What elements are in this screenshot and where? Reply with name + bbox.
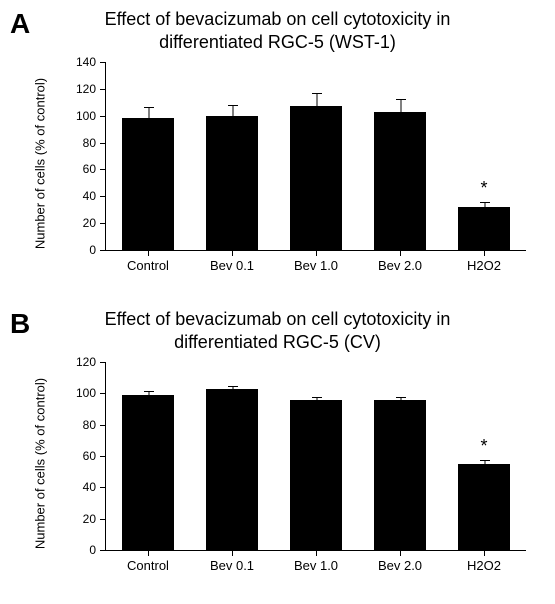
x-tick-label: Bev 2.0 <box>378 550 422 573</box>
bar <box>122 395 174 550</box>
y-tick-label: 80 <box>83 418 106 432</box>
x-tick-label: Bev 1.0 <box>294 550 338 573</box>
plot-area: 020406080100120ControlBev 0.1Bev 1.0Bev … <box>105 362 526 551</box>
bar <box>206 389 258 550</box>
y-tick-label: 40 <box>83 480 106 494</box>
y-tick-label: 0 <box>89 543 106 557</box>
y-tick-label: 120 <box>76 82 106 96</box>
y-tick-label: 140 <box>76 55 106 69</box>
y-axis-label: Number of cells (% of control) <box>33 64 48 264</box>
bar <box>290 106 342 250</box>
y-axis-label: Number of cells (% of control) <box>33 364 48 564</box>
chart-title-line1: Effect of bevacizumab on cell cytotoxici… <box>0 8 555 31</box>
chart-title: Effect of bevacizumab on cell cytotoxici… <box>0 8 555 55</box>
bar <box>458 207 510 250</box>
y-tick-label: 20 <box>83 216 106 230</box>
significance-marker: * <box>480 436 487 457</box>
x-tick-label: H2O2 <box>467 250 501 273</box>
plot-area: 020406080100120140ControlBev 0.1Bev 1.0B… <box>105 62 526 251</box>
y-tick-label: 60 <box>83 162 106 176</box>
chart-title: Effect of bevacizumab on cell cytotoxici… <box>0 308 555 355</box>
bar <box>374 112 426 250</box>
chart-title-line2: differentiated RGC-5 (CV) <box>0 331 555 354</box>
bar <box>458 464 510 550</box>
x-tick-label: Bev 1.0 <box>294 250 338 273</box>
x-tick-label: Bev 0.1 <box>210 250 254 273</box>
bar <box>290 400 342 550</box>
x-tick-label: Control <box>127 250 169 273</box>
bar <box>374 400 426 550</box>
y-tick-label: 120 <box>76 355 106 369</box>
x-tick-label: Control <box>127 550 169 573</box>
chart-title-line1: Effect of bevacizumab on cell cytotoxici… <box>0 308 555 331</box>
x-tick-label: Bev 0.1 <box>210 550 254 573</box>
y-tick-label: 60 <box>83 449 106 463</box>
bar <box>206 116 258 250</box>
bar <box>122 118 174 250</box>
y-tick-label: 40 <box>83 189 106 203</box>
y-tick-label: 100 <box>76 386 106 400</box>
x-tick-label: H2O2 <box>467 550 501 573</box>
chart-title-line2: differentiated RGC-5 (WST-1) <box>0 31 555 54</box>
y-tick-label: 0 <box>89 243 106 257</box>
y-tick-label: 20 <box>83 512 106 526</box>
y-tick-label: 80 <box>83 136 106 150</box>
x-tick-label: Bev 2.0 <box>378 250 422 273</box>
significance-marker: * <box>480 178 487 199</box>
y-tick-label: 100 <box>76 109 106 123</box>
